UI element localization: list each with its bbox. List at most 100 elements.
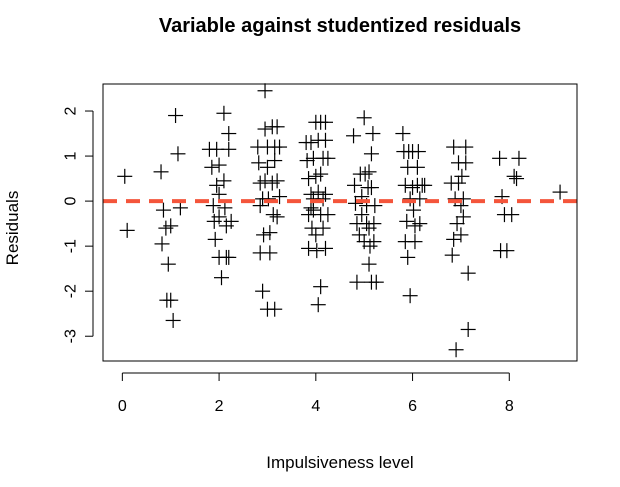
data-point: [154, 236, 170, 252]
data-point: [367, 198, 383, 214]
data-point: [410, 144, 426, 160]
data-point: [269, 119, 285, 135]
data-point: [446, 231, 462, 247]
data-point: [251, 155, 267, 171]
data-point: [265, 207, 281, 223]
y-tick-label: 2: [63, 106, 80, 115]
data-point: [310, 297, 326, 313]
data-point: [267, 301, 283, 317]
data-point: [262, 245, 278, 261]
data-point: [205, 198, 221, 214]
data-point: [214, 270, 229, 286]
data-point: [458, 139, 474, 155]
data-point: [269, 173, 285, 189]
x-tick-label: 0: [118, 398, 127, 415]
data-point: [460, 265, 476, 281]
data-point: [255, 283, 271, 299]
data-point: [260, 191, 276, 207]
data-point: [346, 128, 362, 144]
data-point: [357, 166, 373, 182]
chart-title: Variable against studentized residuals: [159, 15, 521, 37]
data-point: [117, 168, 133, 184]
data-point: [499, 243, 515, 259]
data-point: [509, 171, 525, 187]
data-point: [221, 249, 237, 265]
data-point: [153, 164, 169, 180]
data-point: [347, 177, 363, 193]
data-point: [412, 191, 428, 207]
data-point: [317, 114, 333, 130]
data-point: [356, 110, 372, 126]
y-axis-label: Residuals: [3, 191, 22, 266]
data-point: [399, 213, 415, 229]
data-point: [453, 227, 469, 243]
data-point: [259, 159, 275, 175]
data-point: [221, 141, 237, 157]
x-tick-label: 4: [311, 398, 320, 415]
data-point: [204, 159, 220, 175]
data-point: [317, 240, 333, 256]
data-points: [117, 83, 568, 358]
data-point: [412, 216, 428, 232]
data-point: [313, 166, 329, 182]
data-point: [454, 168, 470, 184]
data-point: [257, 83, 273, 99]
data-point: [448, 342, 464, 358]
data-point: [163, 292, 179, 308]
data-point: [211, 157, 227, 173]
y-tick-label: -3: [63, 329, 80, 343]
data-point: [170, 146, 186, 162]
data-point: [368, 274, 384, 290]
data-point: [407, 234, 423, 250]
data-point: [347, 195, 363, 211]
data-point: [257, 121, 273, 137]
data-point: [417, 177, 433, 193]
x-axis: 0 2 4 6 8: [118, 372, 514, 415]
data-point: [444, 247, 460, 263]
data-point: [363, 180, 379, 196]
data-point: [119, 222, 135, 238]
data-point: [511, 150, 527, 166]
data-point: [317, 132, 333, 148]
data-point: [207, 231, 223, 247]
data-point: [460, 321, 476, 337]
data-point: [361, 164, 377, 180]
data-point: [354, 207, 370, 223]
data-point: [223, 213, 239, 229]
data-point: [552, 184, 568, 200]
data-point: [216, 173, 232, 189]
data-point: [299, 153, 315, 169]
data-point: [267, 153, 283, 169]
data-point: [305, 191, 321, 207]
data-point: [216, 105, 232, 121]
data-point: [262, 225, 278, 241]
data-point: [366, 234, 382, 250]
data-point: [458, 155, 474, 171]
data-point: [320, 207, 336, 223]
data-point: [308, 227, 324, 243]
data-point: [361, 256, 377, 272]
data-point: [317, 186, 333, 202]
data-point: [165, 312, 181, 328]
data-point: [366, 216, 382, 232]
y-tick-label: 1: [63, 152, 80, 161]
data-point: [506, 168, 522, 184]
y-tick-label: -2: [63, 284, 80, 298]
data-point: [211, 209, 227, 225]
data-point: [406, 202, 422, 218]
data-point: [301, 171, 317, 187]
data-point: [455, 209, 471, 225]
data-point: [221, 126, 237, 142]
x-tick-label: 6: [408, 398, 417, 415]
data-point: [301, 240, 317, 256]
plot-frame: [102, 83, 578, 362]
data-point: [349, 274, 365, 290]
x-tick-label: 8: [505, 398, 514, 415]
data-point: [303, 135, 319, 151]
y-axis: -3 -2 -1 0 1 2: [63, 106, 94, 343]
data-point: [455, 191, 471, 207]
data-point: [309, 243, 325, 259]
data-point: [272, 139, 288, 155]
data-point: [209, 177, 225, 193]
